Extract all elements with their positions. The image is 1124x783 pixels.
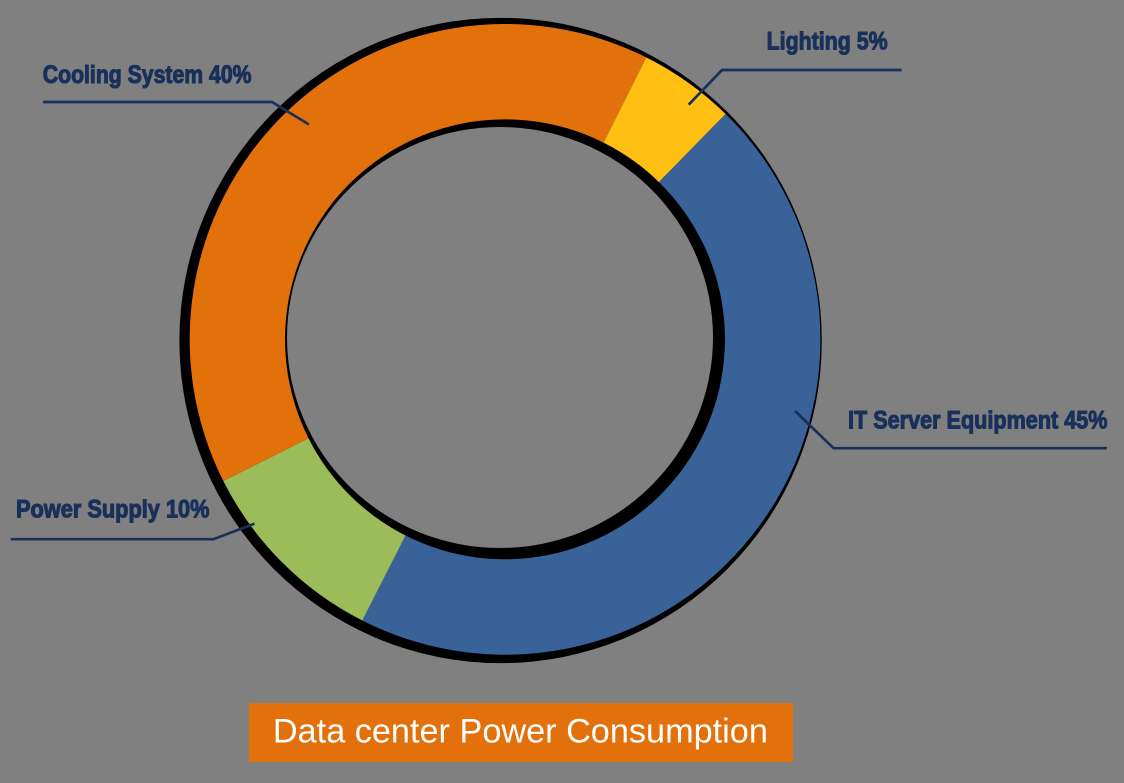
svg-text:Lighting 5%: Lighting 5% (767, 28, 888, 56)
svg-text:Data center Power Consumption: Data center Power Consumption (273, 713, 768, 751)
svg-text:Power Supply 10%: Power Supply 10% (16, 496, 210, 524)
svg-text:Cooling System 40%: Cooling System 40% (43, 61, 252, 89)
svg-text:IT Server Equipment 45%: IT Server Equipment 45% (848, 407, 1108, 435)
